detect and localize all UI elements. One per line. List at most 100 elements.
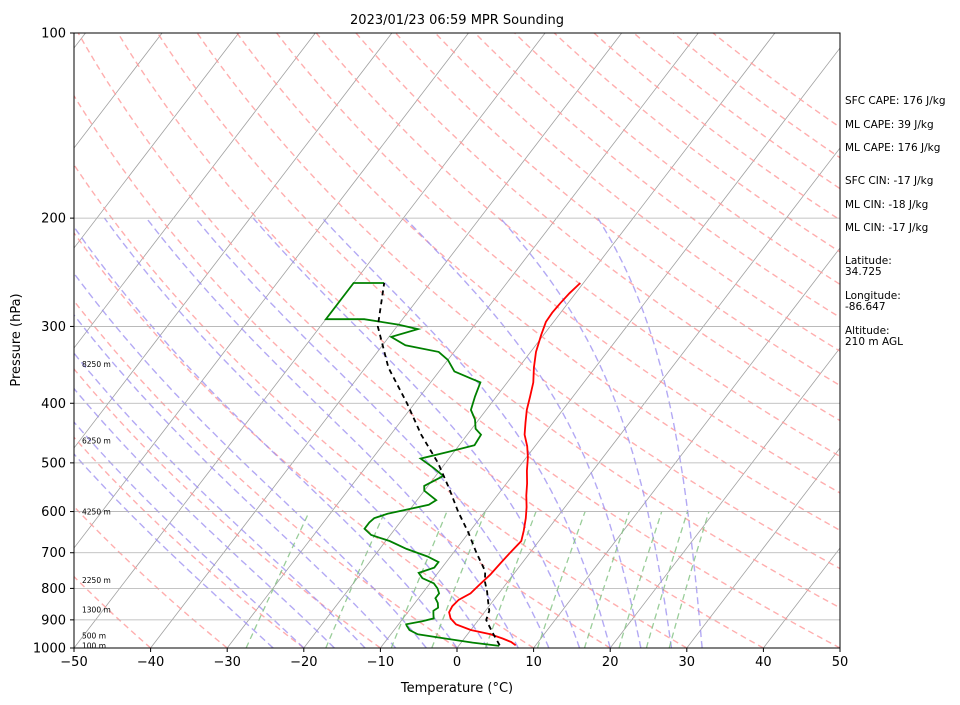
isotherm-line <box>150 33 623 648</box>
isotherm-line <box>74 33 316 349</box>
y-tick-label: 600 <box>41 505 66 520</box>
isotherm-line <box>533 247 840 648</box>
x-axis-label: Temperature (°C) <box>400 681 513 696</box>
y-tick-label: 800 <box>41 582 66 597</box>
isotherm-line <box>380 47 840 648</box>
x-tick-label: 50 <box>832 655 849 670</box>
ml-cape-text: ML CAPE: 39 J/kg <box>845 119 934 131</box>
dry-adiabat-line <box>74 299 458 648</box>
moist-adiabat-line <box>74 225 458 648</box>
isotherm-line <box>609 347 840 648</box>
mixing-ratio-line <box>484 511 537 648</box>
x-tick-label: 10 <box>525 655 542 670</box>
y-tick-label: 1000 <box>33 642 66 657</box>
isotherm-line <box>226 33 699 648</box>
dry-adiabat-line <box>236 33 840 532</box>
dry-adiabat-line <box>434 33 840 352</box>
dry-adiabat-line <box>593 33 840 221</box>
x-tick-label: −10 <box>367 655 394 670</box>
x-tick-label: −50 <box>60 655 87 670</box>
y-tick-label: 500 <box>41 456 66 471</box>
dry-adiabat-line <box>672 33 840 159</box>
altitude-label: 4250 m <box>82 508 111 517</box>
y-tick-label: 100 <box>41 27 66 42</box>
dry-adiabat-line <box>77 33 764 648</box>
pressure-gridlines <box>74 33 840 648</box>
dry-adiabat-line <box>74 436 305 648</box>
chart-title: 2023/01/23 06:59 MPR Sounding <box>350 13 564 28</box>
x-tick-label: 30 <box>679 655 696 670</box>
background-lines <box>0 33 840 648</box>
x-tick-label: 40 <box>755 655 772 670</box>
dry-adiabat-line <box>74 94 688 648</box>
altitude-label: 2250 m <box>82 576 111 585</box>
x-tick-label: −30 <box>213 655 240 670</box>
longitude-label: Longitude: <box>845 290 901 302</box>
moist-adiabat-line <box>145 217 519 648</box>
dewpoint-profile-line <box>324 282 500 647</box>
moist-adiabat-line <box>103 217 489 648</box>
moist-adiabat-line <box>74 313 397 648</box>
latitude-value: 34.725 <box>845 266 882 278</box>
y-tick-label: 300 <box>41 320 66 335</box>
mixing-ratio-line <box>583 511 630 648</box>
series-layer <box>324 282 581 647</box>
dry-adiabat-line <box>315 33 840 458</box>
dry-adiabat-line <box>355 33 840 422</box>
dry-adiabat-line <box>74 505 228 648</box>
mu-cin-text: ML CIN: -17 J/kg <box>845 222 928 234</box>
longitude-value: -86.647 <box>845 301 886 313</box>
y-tick-label: 200 <box>41 212 66 227</box>
altitude-label: 8250 m <box>82 360 111 369</box>
mixing-ratio-line <box>536 511 586 648</box>
x-tick-label: −20 <box>290 655 317 670</box>
y-axis-label: Pressure (hPa) <box>9 293 24 386</box>
moist-adiabat-line <box>404 217 642 648</box>
ml-cin-text: ML CIN: -18 J/kg <box>845 199 928 211</box>
dry-adiabat-line <box>74 231 534 648</box>
sfc-cape-text: SFC CAPE: 176 J/kg <box>845 95 946 107</box>
x-tick-label: −40 <box>137 655 164 670</box>
moist-adiabat-line <box>252 217 581 648</box>
altitude-label: 100 m <box>82 641 106 650</box>
mixing-ratio-line <box>390 511 448 648</box>
isotherm-line <box>74 33 546 648</box>
isotherm-line <box>0 33 9 648</box>
isotherm-line <box>74 33 469 549</box>
moist-adiabat-line <box>74 352 366 648</box>
plot-frame <box>73 32 841 649</box>
mu-cape-text: ML CAPE: 176 J/kg <box>845 142 940 154</box>
altitude-label: 6250 m <box>82 437 111 446</box>
sfc-cin-text: SFC CIN: -17 J/kg <box>845 175 933 187</box>
altitude-label: 500 m <box>82 632 106 641</box>
side-panel: SFC CAPE: 176 J/kg ML CAPE: 39 J/kg ML C… <box>845 95 946 348</box>
x-axis-ticks: −50 −40 −30 −20 −10 0 10 20 30 40 50 <box>60 648 848 670</box>
y-axis-ticks: 1000 900 800 700 600 500 400 300 200 100 <box>33 27 74 657</box>
dry-adiabat-line <box>395 33 840 387</box>
isotherm-line <box>74 33 240 249</box>
dry-adiabat-line <box>553 33 840 253</box>
isotherm-line <box>74 33 393 449</box>
temperature-profile-line <box>448 282 581 647</box>
dry-adiabat-line <box>276 33 840 494</box>
dry-adiabat-line <box>74 163 611 648</box>
altitude-label: Altitude: <box>845 325 890 337</box>
moist-adiabat-line <box>597 217 703 648</box>
x-tick-label: 20 <box>602 655 619 670</box>
y-tick-label: 900 <box>41 613 66 628</box>
altitude-value: 210 m AGL <box>845 336 903 348</box>
latitude-label: Latitude: <box>845 255 892 267</box>
y-tick-label: 400 <box>41 397 66 412</box>
parcel-profile-line <box>376 282 501 646</box>
dry-adiabat-line <box>633 33 840 190</box>
isotherm-line <box>74 33 163 149</box>
isotherm-line <box>686 447 840 648</box>
y-tick-label: 700 <box>41 546 66 561</box>
mixing-ratio-line <box>645 511 689 648</box>
x-tick-label: 0 <box>453 655 461 670</box>
altitude-label: 1300 m <box>82 605 111 614</box>
dry-adiabat-line <box>117 33 840 648</box>
dry-adiabat-line <box>157 33 840 609</box>
